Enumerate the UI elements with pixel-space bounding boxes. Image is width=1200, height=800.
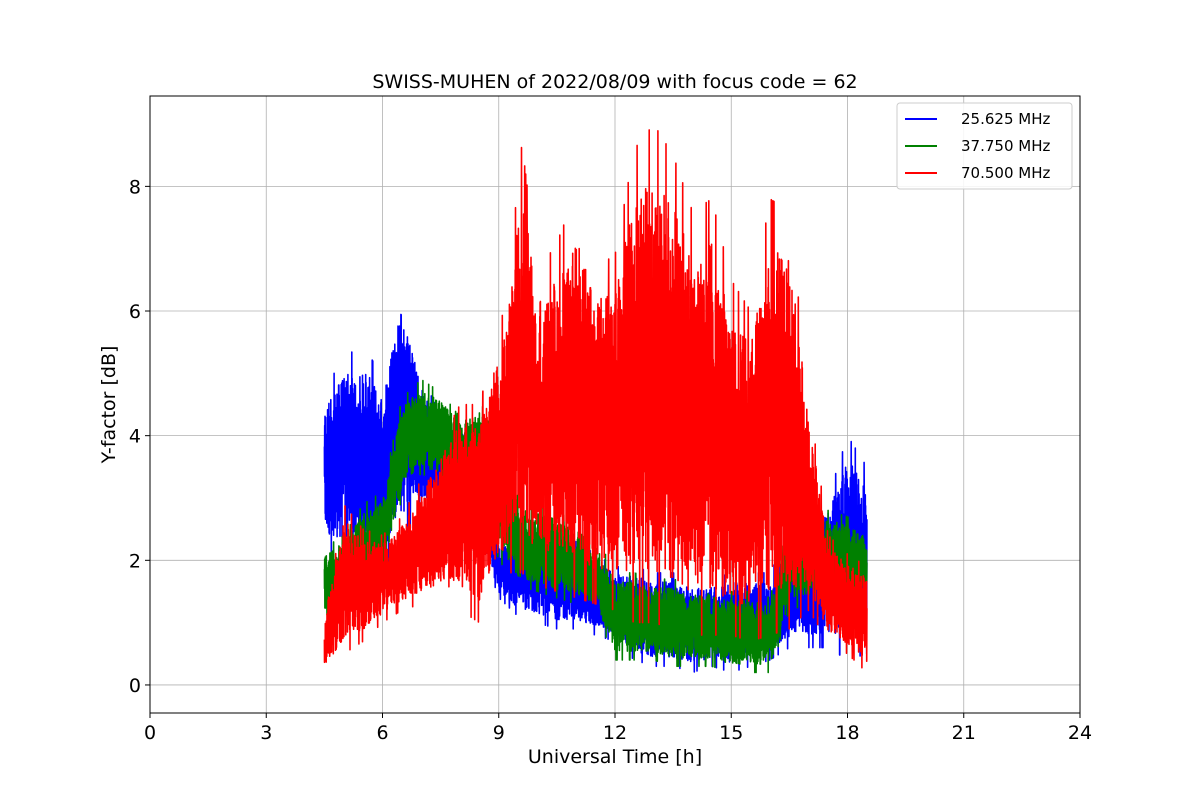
legend-label: 70.500 MHz [961,164,1050,182]
y-tick-label: 4 [129,426,141,448]
y-tick-label: 8 [129,176,141,198]
y-axis-title: Y-factor [dB] [98,346,120,465]
legend-label: 37.750 MHz [961,137,1050,155]
chart-title: SWISS-MUHEN of 2022/08/09 with focus cod… [372,71,857,93]
y-tick-label: 0 [129,675,141,697]
x-tick-label: 12 [603,722,627,744]
legend: 25.625 MHz 37.750 MHz 70.500 MHz [896,102,1073,190]
x-tick-label: 21 [952,722,976,744]
x-tick-label: 3 [260,722,272,744]
legend-box [896,102,1073,190]
x-tick-label: 18 [835,722,859,744]
x-tick-label: 24 [1068,722,1092,744]
x-axis-title: Universal Time [h] [528,746,702,768]
x-tick-label: 15 [719,722,743,744]
legend-label: 25.625 MHz [961,110,1050,128]
series-line-3 [323,129,868,669]
x-tick-label: 6 [376,722,388,744]
y-tick-label: 2 [129,550,141,572]
series-layer [323,129,868,674]
x-tick-label: 0 [144,722,156,744]
y-tick-label: 6 [129,301,141,323]
x-tick-label: 9 [493,722,505,744]
